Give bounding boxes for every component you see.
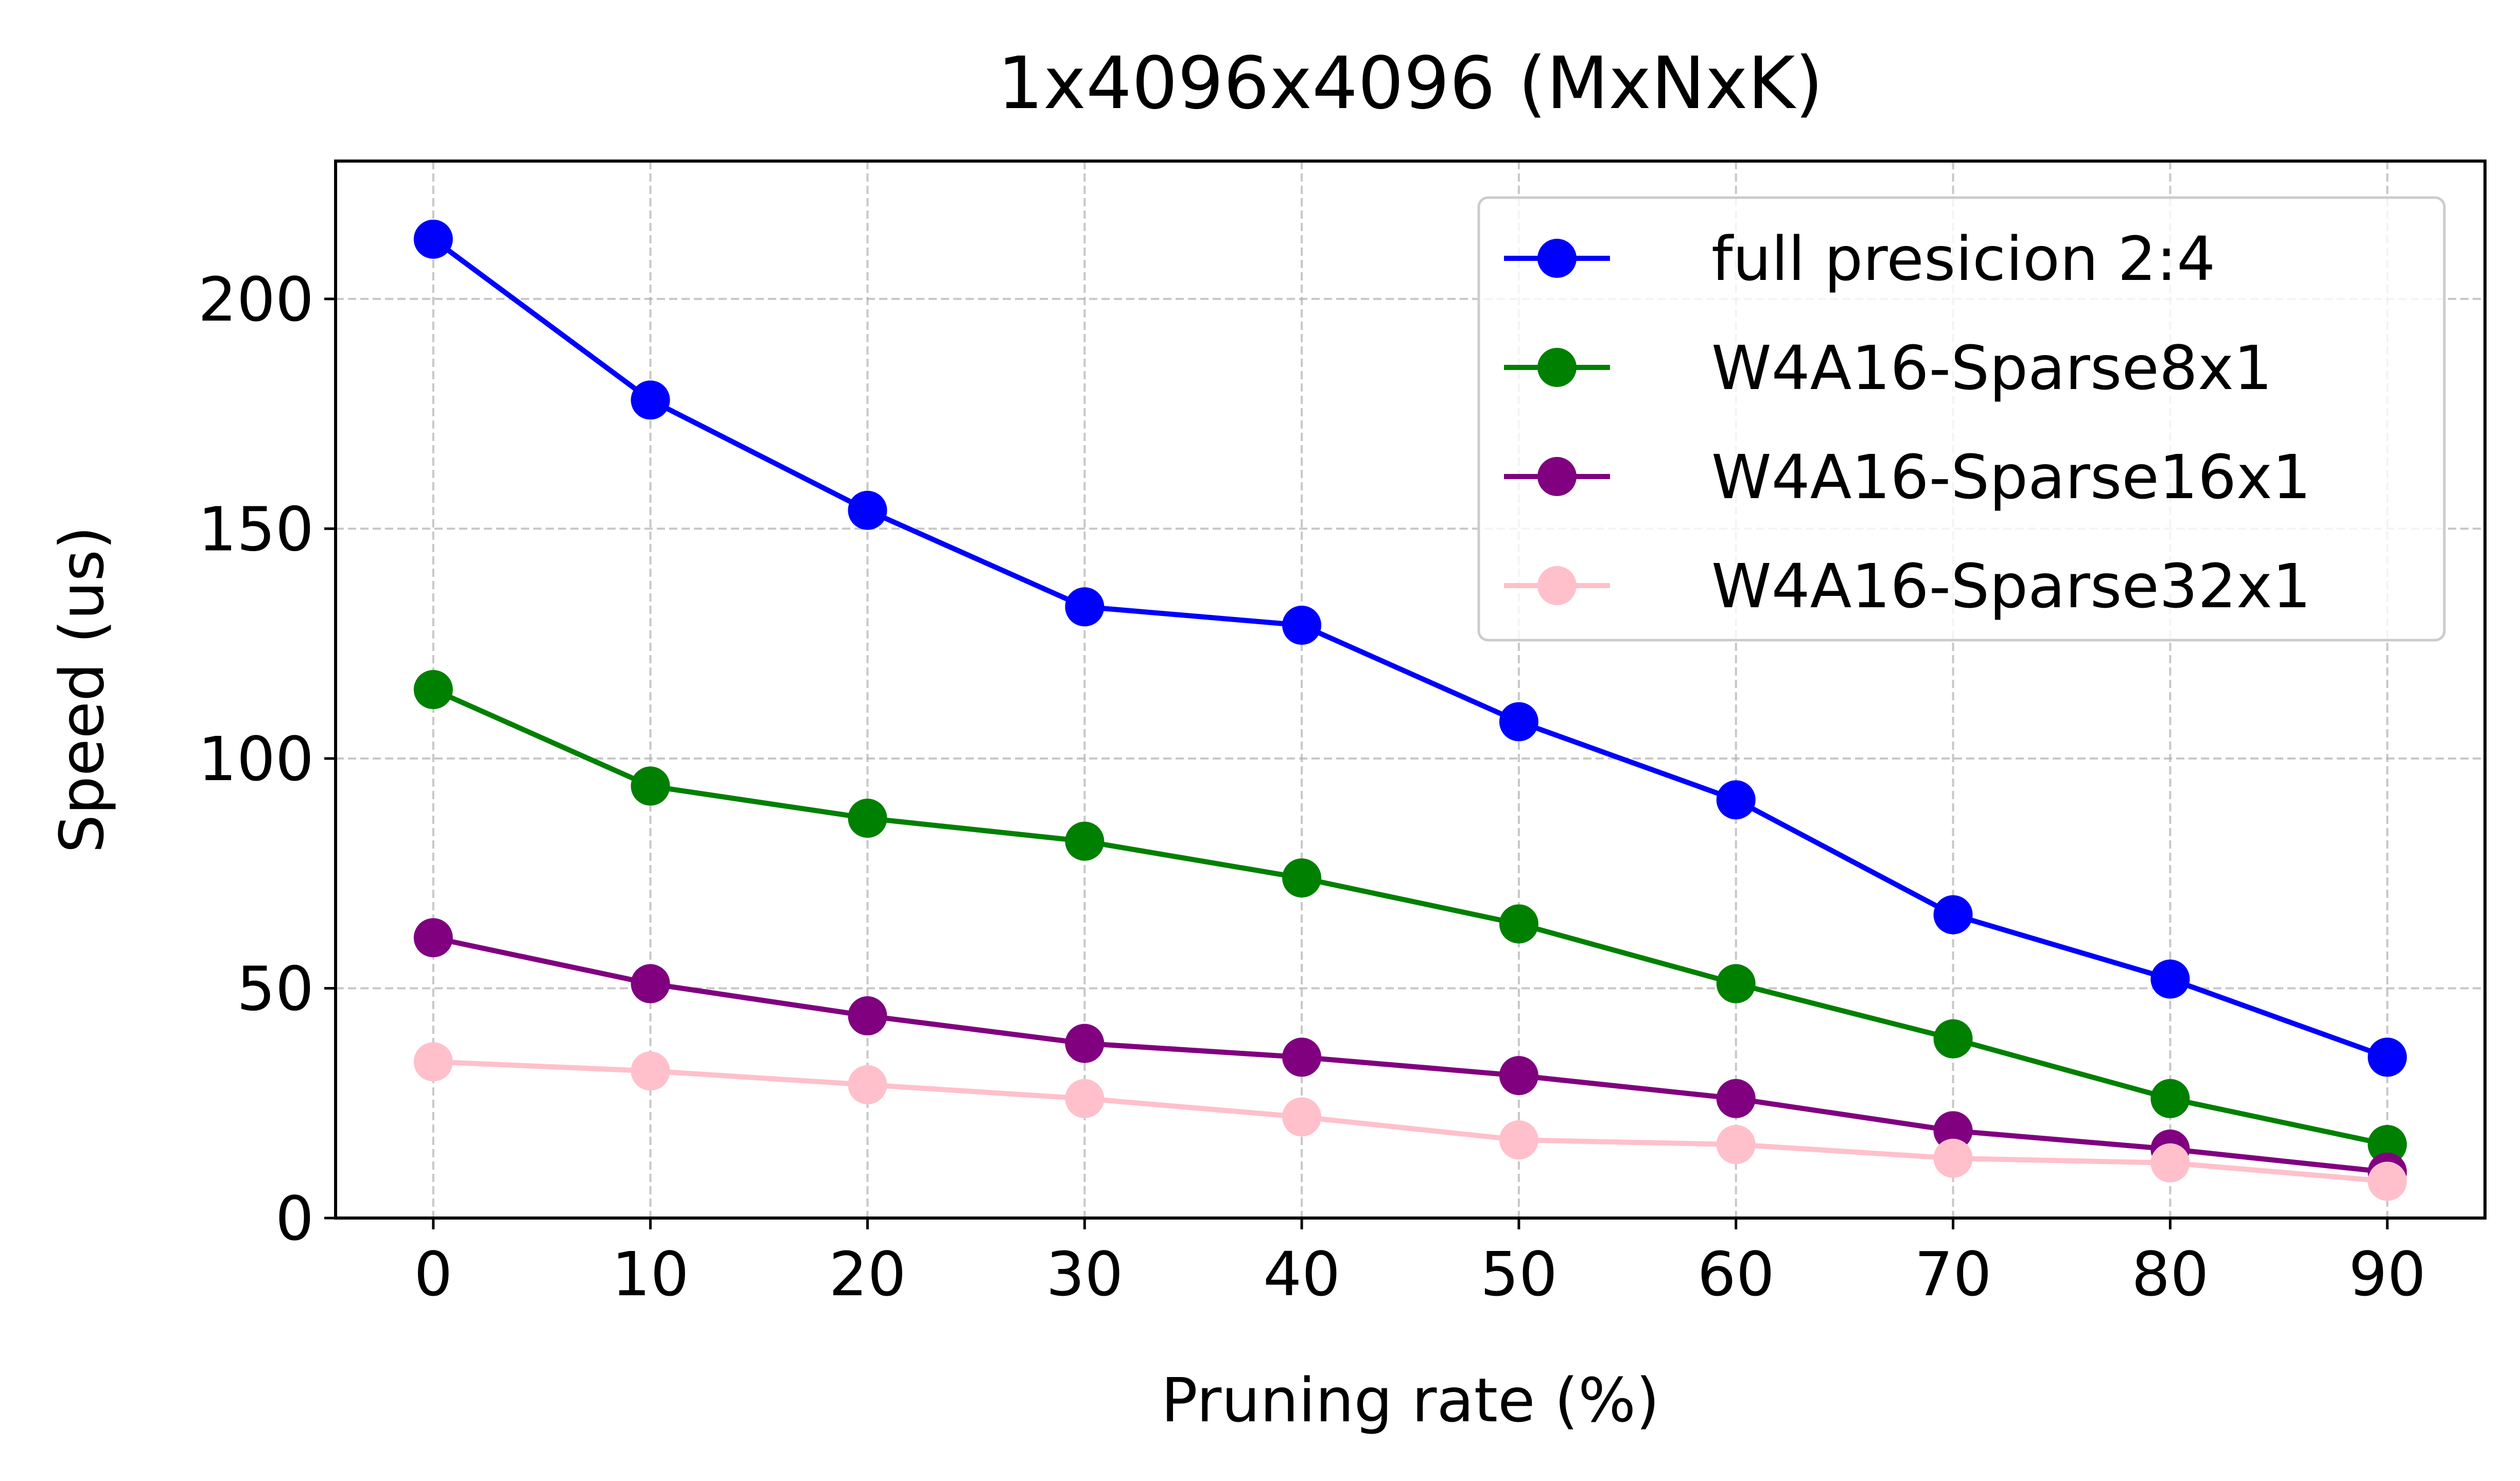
series-w4a16-sparse32x1 — [413, 1042, 2407, 1201]
x-tick-label: 60 — [1697, 1239, 1775, 1310]
x-tick-label: 80 — [2131, 1239, 2209, 1310]
x-tick-label: 10 — [612, 1239, 689, 1310]
x-tick-label: 20 — [829, 1239, 906, 1310]
data-point — [1933, 895, 1973, 935]
data-point — [1065, 1079, 1105, 1118]
legend: full presicion 2:4 W4A16-Sparse8x1 W4A16-S… — [1477, 196, 2446, 642]
data-point — [1065, 587, 1105, 627]
data-point — [631, 766, 670, 806]
x-tick-label: 40 — [1263, 1239, 1340, 1310]
data-point — [1933, 1111, 1973, 1151]
data-point — [2368, 1037, 2407, 1077]
data-point — [631, 1051, 670, 1091]
data-point — [1282, 605, 1322, 645]
data-point — [1499, 702, 1538, 742]
data-point — [413, 1042, 453, 1082]
y-axis: 0 50 100 150 200 — [198, 264, 336, 1254]
data-point — [413, 918, 453, 958]
data-point — [1716, 780, 1756, 820]
data-point — [1065, 1024, 1105, 1063]
x-tick-label: 0 — [414, 1239, 452, 1310]
chart-title: 1x4096x4096 (MxNxK) — [997, 42, 1823, 126]
data-point — [1282, 1037, 1322, 1077]
data-point — [1933, 1019, 1973, 1059]
y-tick-label: 200 — [198, 264, 314, 335]
series-line — [432, 687, 2388, 1148]
series-line — [433, 1059, 2388, 1184]
x-axis-label: Pruning rate (%) — [1161, 1365, 1660, 1436]
data-point — [631, 964, 670, 1003]
data-point — [848, 799, 887, 838]
data-point — [413, 219, 453, 259]
legend-label: W4A16-Sparse16x1 — [1711, 442, 2311, 513]
legend-marker — [1537, 348, 1577, 387]
legend-box — [1477, 196, 2446, 642]
legend-marker — [1537, 457, 1577, 496]
series-w4a16-sparse8x1 — [413, 670, 2407, 1165]
x-tick-label: 50 — [1480, 1239, 1557, 1310]
data-point — [1499, 1120, 1538, 1160]
x-axis: 0 10 20 30 40 50 60 70 80 90 — [414, 1218, 2426, 1310]
plot-frame — [334, 160, 2487, 1220]
data-point — [1282, 858, 1322, 898]
legend-item: W4A16-Sparse8x1 — [1504, 332, 2272, 403]
data-point — [2368, 1161, 2407, 1201]
legend-label: full presicion 2:4 — [1711, 223, 2215, 294]
data-point — [1716, 964, 1756, 1003]
data-point — [631, 380, 670, 420]
data-point — [2150, 1079, 2190, 1118]
data-point — [2150, 959, 2190, 999]
series-group — [413, 219, 2407, 1201]
data-point — [1716, 1079, 1756, 1118]
legend-item: W4A16-Sparse32x1 — [1504, 551, 2311, 622]
data-point — [1716, 1125, 1756, 1165]
legend-item: full presicion 2:4 — [1504, 223, 2215, 294]
data-point — [2150, 1143, 2190, 1183]
legend-label: W4A16-Sparse32x1 — [1711, 551, 2311, 622]
y-tick-label: 100 — [198, 724, 314, 795]
series-line — [431, 237, 2388, 1060]
legend-marker — [1537, 566, 1577, 605]
data-point — [1499, 1056, 1538, 1096]
y-tick-label: 150 — [198, 493, 314, 565]
legend-label: W4A16-Sparse8x1 — [1711, 332, 2272, 403]
data-point — [848, 996, 887, 1036]
y-tick-label: 0 — [275, 1183, 314, 1254]
data-point — [1499, 904, 1538, 944]
data-point — [1282, 1097, 1322, 1137]
legend-marker — [1537, 239, 1577, 278]
data-point — [413, 670, 453, 709]
data-point — [848, 1065, 887, 1105]
series-w4a16-sparse16x1 — [413, 918, 2407, 1192]
data-point — [2368, 1125, 2407, 1165]
x-tick-label: 90 — [2349, 1239, 2426, 1310]
legend-item: W4A16-Sparse16x1 — [1504, 442, 2311, 513]
y-axis-label: Speed (us) — [46, 526, 117, 853]
y-tick-label: 50 — [237, 953, 314, 1024]
data-point — [1933, 1138, 1973, 1178]
x-tick-label: 70 — [1914, 1239, 1991, 1310]
series-line — [432, 935, 2388, 1175]
data-point — [848, 490, 887, 530]
series-full-presicion-2-4 — [413, 219, 2407, 1077]
data-point — [1065, 821, 1105, 861]
x-tick-label: 30 — [1046, 1239, 1123, 1310]
